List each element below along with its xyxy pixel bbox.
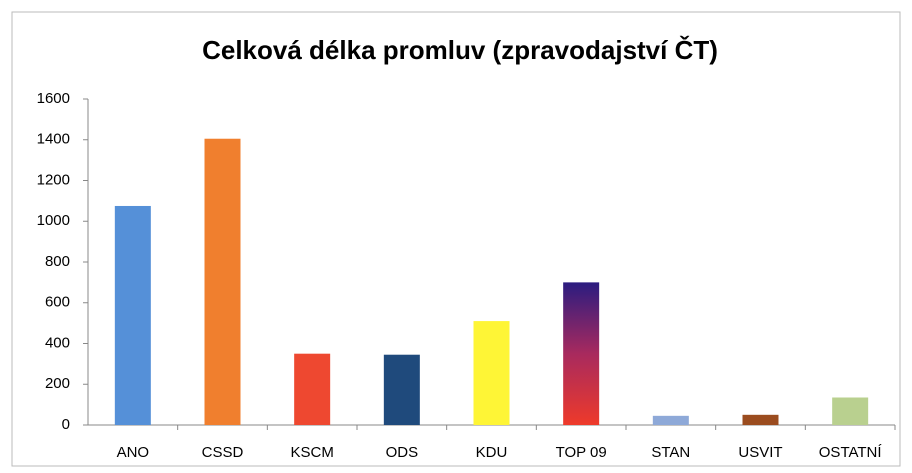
bar [383, 354, 420, 425]
y-tick-label: 800 [45, 253, 70, 270]
chart-frame [11, 11, 901, 467]
x-tick-label: KSCM [290, 444, 333, 461]
y-tick-label: 1000 [37, 212, 70, 229]
x-tick-label: TOP 09 [556, 444, 607, 461]
y-tick-label: 200 [45, 375, 70, 392]
bar [294, 353, 331, 425]
x-tick-label: ODS [386, 444, 419, 461]
bar [473, 321, 510, 425]
bar [742, 414, 779, 425]
bar [114, 205, 151, 425]
bar [652, 415, 689, 425]
x-tick-label: USVIT [738, 444, 782, 461]
x-tick-label: KDU [476, 444, 508, 461]
bar [204, 138, 241, 425]
y-tick-label: 0 [62, 416, 70, 433]
x-tick-label: STAN [651, 444, 690, 461]
bar [563, 282, 600, 425]
chart-title: Celková délka promluv (zpravodajství ČT) [202, 35, 718, 65]
y-tick-label: 1600 [37, 90, 70, 107]
bar [832, 397, 869, 425]
y-tick-label: 400 [45, 334, 70, 351]
x-tick-label: CSSD [202, 444, 244, 461]
x-tick-label: OSTATNÍ [819, 444, 883, 461]
y-tick-label: 1200 [37, 171, 70, 188]
x-tick-label: ANO [117, 444, 150, 461]
y-tick-label: 600 [45, 294, 70, 311]
y-tick-label: 1400 [37, 131, 70, 148]
